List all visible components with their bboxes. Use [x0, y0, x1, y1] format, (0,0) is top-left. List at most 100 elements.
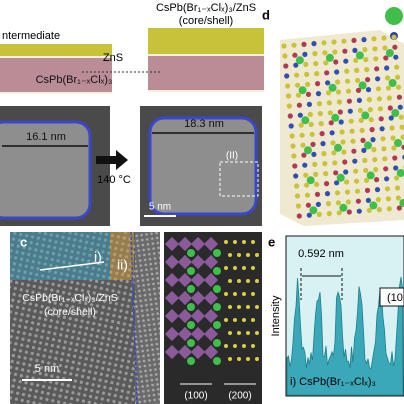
atom [224, 266, 228, 270]
atom [383, 55, 389, 61]
octahedron [203, 344, 219, 360]
atom [364, 187, 371, 193]
atom [330, 140, 336, 146]
atom [306, 212, 312, 218]
atom [336, 99, 342, 105]
atom [397, 104, 403, 110]
atom [337, 109, 343, 115]
atom [374, 66, 380, 72]
atom [304, 182, 310, 188]
atom [242, 266, 246, 270]
atom [376, 96, 382, 102]
atom [336, 210, 342, 216]
atom [224, 344, 228, 348]
atom [242, 344, 246, 348]
atom [369, 127, 375, 133]
atom [363, 57, 369, 63]
atom [228, 305, 232, 309]
atom [224, 240, 228, 244]
atom [348, 118, 354, 124]
atom [371, 36, 377, 42]
octahedron [177, 254, 193, 270]
atom [395, 84, 402, 90]
atom [392, 44, 398, 50]
atom [391, 109, 400, 117]
atom [358, 81, 367, 90]
octahedron [203, 308, 219, 324]
atom [390, 135, 396, 141]
atom [213, 249, 221, 257]
atom [352, 158, 358, 164]
atom [291, 42, 297, 48]
atom [374, 177, 380, 183]
atom [312, 51, 318, 57]
panel-c: c i) ii) CsPb(Br₁₋ₓClₓ)₃/ZnS (core/shell… [0, 231, 262, 404]
region-overlay [110, 232, 134, 280]
octahedron [164, 272, 180, 288]
atom [326, 100, 332, 106]
atom [361, 111, 370, 120]
label: 5 nm [149, 202, 171, 213]
atom [332, 160, 338, 166]
atom [297, 112, 303, 118]
atom [310, 141, 316, 147]
core-layer [0, 58, 112, 92]
atom [379, 126, 385, 132]
atom [365, 197, 371, 203]
atom [326, 211, 332, 217]
atom [295, 56, 304, 65]
atom [368, 117, 374, 123]
octahedron [177, 326, 193, 342]
atom [295, 203, 301, 209]
atom [228, 357, 232, 361]
atom [304, 146, 312, 155]
atom [333, 170, 339, 176]
hrtem-image [135, 232, 160, 404]
atom [233, 240, 237, 244]
atom [323, 171, 329, 177]
atom [319, 131, 325, 137]
atom [307, 111, 313, 117]
atom [389, 125, 395, 131]
atom [364, 67, 370, 73]
atom [401, 144, 404, 150]
label: (100) [184, 391, 207, 402]
atom [306, 101, 312, 107]
atom [399, 124, 404, 130]
octahedron [203, 290, 219, 306]
atom [224, 318, 228, 322]
atom [233, 292, 237, 296]
label: CsPb(Br₁₋ₓClₓ)₃ [36, 74, 113, 86]
label: ii) [117, 257, 128, 273]
atom [294, 183, 300, 189]
atom [251, 266, 255, 270]
atom [312, 161, 318, 167]
atom [369, 201, 378, 210]
atom [316, 101, 322, 107]
label: i) CsPb(Br₁₋ₓClₓ)₃ [290, 376, 376, 388]
background [0, 232, 8, 404]
atom [309, 131, 315, 137]
atom [378, 116, 384, 122]
label: ZnS [103, 52, 123, 64]
atom [364, 141, 372, 150]
atom [322, 161, 328, 167]
atom [228, 331, 232, 335]
atom [386, 206, 392, 212]
atom [366, 97, 372, 103]
label: 18.3 nm [184, 118, 224, 130]
atom [373, 167, 379, 173]
atom [343, 58, 349, 64]
atom [359, 127, 365, 133]
atom [345, 78, 351, 84]
atom [353, 57, 359, 64]
atom [329, 130, 335, 136]
atom [213, 303, 221, 311]
panel-letter: d [262, 7, 270, 22]
atom [335, 89, 342, 95]
atom [246, 357, 250, 361]
atom [286, 103, 292, 109]
atom [295, 82, 301, 88]
atom [400, 134, 404, 140]
atom [237, 279, 241, 283]
